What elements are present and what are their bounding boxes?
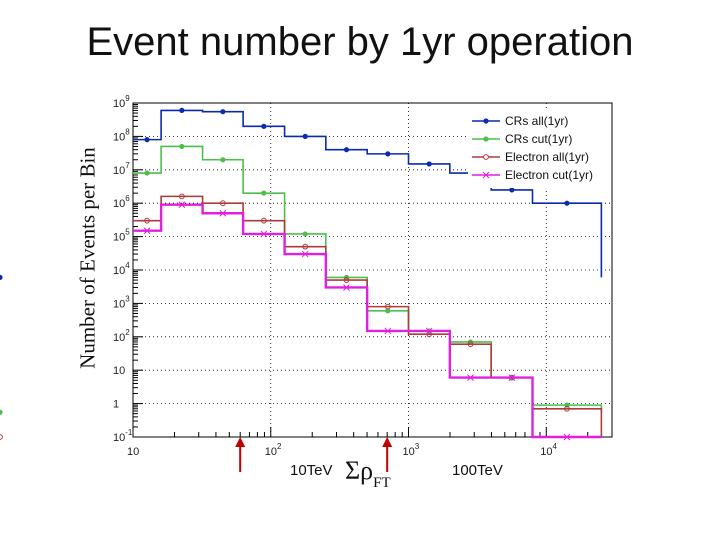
- y-tick-exponent: -1: [125, 428, 133, 437]
- series-electron-all-1yr-: [0, 193, 603, 440]
- y-tick-label: 107: [113, 161, 130, 177]
- data-point: [144, 170, 150, 176]
- legend-label: Electron all(1yr): [505, 150, 589, 164]
- data-point: [260, 217, 267, 224]
- x-tick-label: 102: [265, 442, 282, 458]
- data-point: [220, 157, 226, 163]
- data-point: [219, 200, 226, 207]
- marker-label-100tev: 100TeV: [452, 462, 503, 479]
- y-tick-label: 106: [113, 194, 130, 210]
- data-point: [385, 308, 391, 314]
- legend: CRs all(1yr) CRs cut(1yr) Electron all(1yr…: [468, 110, 610, 188]
- series-electron-cut-1yr-: [133, 201, 602, 441]
- legend-label: CRs cut(1yr): [505, 132, 572, 146]
- marker-arrow-head: [382, 437, 393, 447]
- legend-marker: [483, 136, 489, 142]
- y-tick-exponent: 5: [125, 228, 130, 237]
- data-point: [564, 405, 570, 412]
- data-point: [178, 193, 185, 200]
- marker-label-10tev: 10TeV: [290, 462, 333, 479]
- x-tick-exponent: 4: [553, 442, 558, 451]
- data-point: [343, 284, 350, 291]
- x-tick-exponent: 2: [277, 442, 282, 451]
- data-point: [301, 250, 309, 258]
- legend-label: CRs all(1yr): [505, 114, 568, 128]
- x-axis-label-subscript: FT: [373, 475, 391, 491]
- data-point: [302, 231, 308, 237]
- y-tick-label: 10: [113, 365, 125, 377]
- y-tick-label: 105: [113, 228, 130, 244]
- y-tick-exponent: 6: [125, 194, 130, 203]
- data-point: [509, 187, 515, 193]
- data-point: [179, 107, 185, 114]
- data-point: [508, 374, 516, 381]
- data-point: [179, 143, 185, 150]
- data-point: [178, 201, 186, 209]
- data-point: [302, 243, 309, 250]
- y-tick-exponent: 2: [125, 328, 130, 337]
- data-point: [302, 133, 308, 139]
- data-point: [343, 277, 350, 283]
- data-point: [144, 217, 150, 224]
- x-tick-label: 103: [403, 442, 420, 458]
- data-point: [219, 209, 227, 217]
- y-tick-exponent: 8: [125, 127, 130, 136]
- x-tick-exponent: 3: [415, 442, 420, 451]
- data-point: [260, 230, 268, 238]
- data-point: [261, 190, 267, 196]
- y-tick-label: 104: [113, 261, 130, 277]
- y-tick-label: 109: [113, 94, 130, 110]
- y-tick-exponent: 4: [125, 261, 130, 270]
- series-step-line: [133, 109, 603, 278]
- data-point: [563, 433, 571, 441]
- y-tick-label: 108: [113, 127, 130, 143]
- x-tick-label: 10: [127, 446, 139, 458]
- x-axis-label: ΣρFT: [345, 456, 391, 492]
- legend-marker: [483, 118, 489, 124]
- data-point: [467, 341, 474, 348]
- data-point: [385, 151, 391, 157]
- data-point: [384, 303, 391, 310]
- y-tick-exponent: 7: [125, 161, 130, 170]
- data-point: [0, 274, 3, 281]
- x-tick-label: 104: [540, 442, 557, 458]
- data-point: [426, 161, 432, 167]
- data-point: [144, 137, 150, 143]
- y-tick-label: 102: [113, 328, 130, 344]
- marker-arrow: [235, 437, 246, 472]
- y-tick-exponent: 3: [125, 294, 130, 303]
- series-step-line: [133, 203, 602, 439]
- marker-arrow-head: [235, 437, 246, 447]
- x-axis-label-symbol: Σρ: [345, 456, 374, 485]
- data-point: [0, 409, 3, 415]
- slide-title: Event number by 1yr operation: [86, 20, 634, 64]
- y-tick-exponent: 9: [125, 94, 130, 103]
- data-point: [564, 200, 570, 206]
- data-point: [343, 147, 350, 153]
- data-point: [467, 374, 474, 381]
- y-tick-label: 103: [113, 294, 130, 310]
- legend-marker: [482, 171, 490, 179]
- data-point: [384, 327, 392, 335]
- legend-marker: [483, 154, 489, 160]
- y-tick-label: 10-1: [113, 428, 133, 444]
- data-point: [220, 109, 226, 115]
- data-point: [425, 327, 433, 335]
- data-point: [261, 123, 267, 129]
- data-point: [0, 434, 3, 440]
- marker-arrow: [382, 437, 393, 472]
- data-point: [143, 227, 151, 235]
- legend-label: Electron cut(1yr): [505, 168, 593, 182]
- y-tick-label: 1: [113, 399, 119, 411]
